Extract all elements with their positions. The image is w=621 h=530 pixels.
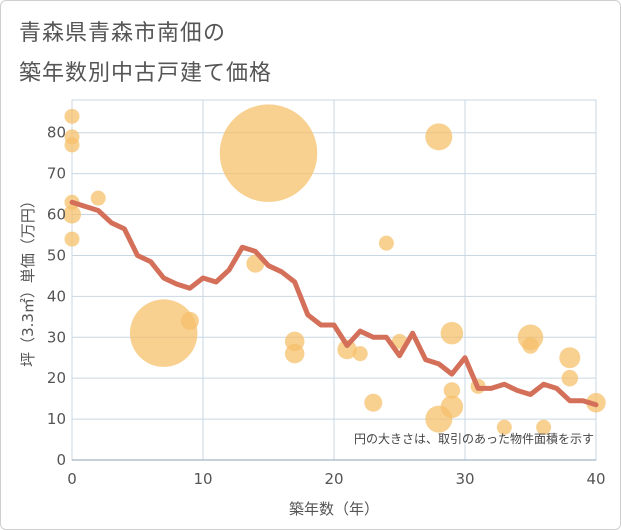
data-bubble — [522, 337, 539, 354]
data-bubble — [284, 343, 305, 364]
data-bubble — [64, 108, 80, 124]
data-bubble — [64, 137, 80, 153]
data-bubble — [496, 419, 512, 435]
average-line-series — [69, 199, 599, 408]
data-bubble — [337, 339, 357, 360]
average-price-line — [69, 199, 599, 408]
y-tick-label: 40 — [47, 287, 66, 305]
data-bubble — [180, 311, 199, 330]
data-bubble — [425, 123, 453, 151]
chart-title-line-1: 青森県青森市南佃の — [19, 21, 227, 46]
data-bubble — [64, 231, 80, 247]
data-bubble — [559, 347, 581, 369]
data-bubble — [440, 321, 464, 345]
x-tick-label: 10 — [193, 470, 212, 488]
y-tick-label: 30 — [47, 328, 66, 346]
data-bubble — [219, 104, 318, 202]
x-tick-label: 20 — [324, 470, 343, 488]
y-tick-label: 0 — [56, 451, 66, 469]
data-bubble — [364, 393, 383, 412]
data-bubble — [63, 205, 81, 224]
x-axis-title: 築年数（年） — [289, 500, 379, 518]
axis-ticks: 0 10 20 30 40 50 60 70 80 0 10 20 30 40 — [47, 124, 606, 488]
bubble-size-note: 円の大きさは、取引のあった物件面積を示す — [354, 431, 594, 446]
y-tick-label: 70 — [47, 165, 66, 183]
x-tick-label: 30 — [455, 470, 474, 488]
data-bubble — [378, 235, 394, 251]
y-tick-label: 50 — [47, 246, 66, 264]
y-axis-title: 坪（3.3㎡）単価（万円） — [19, 193, 37, 367]
y-tick-label: 60 — [47, 206, 66, 224]
bubble-series — [63, 104, 606, 435]
x-tick-label: 0 — [67, 470, 77, 488]
y-tick-label: 80 — [47, 124, 66, 142]
data-bubble — [352, 346, 368, 362]
y-tick-label: 10 — [47, 410, 66, 428]
chart-title-line-2: 築年数別中古戸建て価格 — [19, 61, 273, 86]
x-tick-label: 40 — [586, 470, 605, 488]
data-bubble — [536, 419, 552, 435]
data-bubble — [443, 382, 461, 399]
data-bubble — [561, 369, 579, 387]
grid — [71, 99, 597, 461]
y-tick-label: 20 — [47, 369, 66, 387]
data-bubble — [440, 395, 464, 419]
data-bubble — [90, 190, 106, 206]
data-bubble — [129, 299, 198, 367]
